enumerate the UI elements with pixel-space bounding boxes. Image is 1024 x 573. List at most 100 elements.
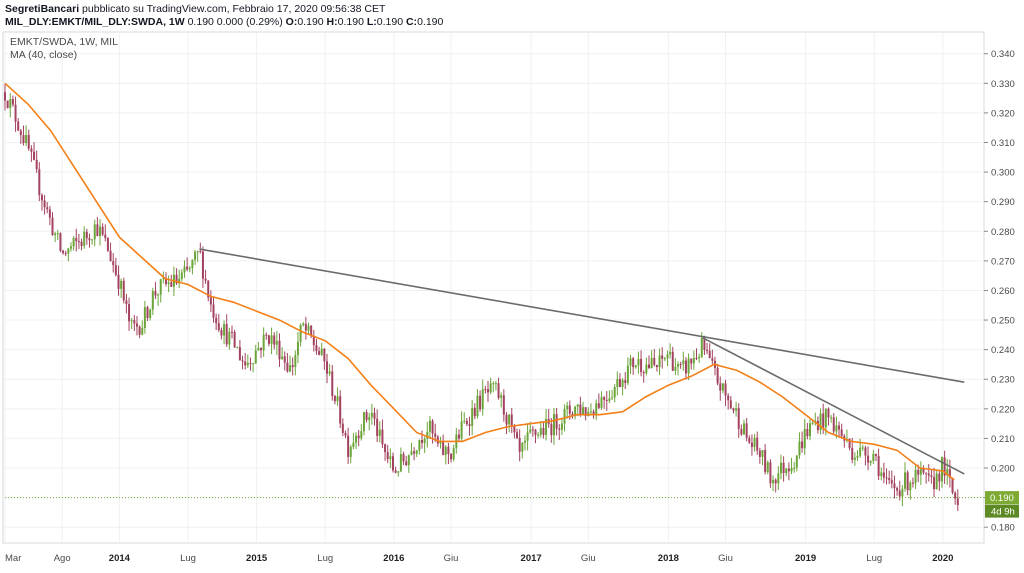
candle-body [220, 330, 223, 336]
candle-body [566, 405, 569, 410]
candle-body [560, 423, 563, 430]
candle-body [473, 407, 476, 417]
candle-body [914, 469, 917, 484]
ma-line [4, 82, 955, 481]
candle-body [946, 469, 949, 476]
candle-body [228, 331, 231, 345]
candle-body [808, 423, 811, 437]
candle-body [191, 259, 194, 269]
candle-body [397, 471, 400, 473]
candle-body [410, 451, 413, 456]
candle-body [275, 340, 278, 345]
candle-body [874, 454, 877, 456]
candle-body [677, 363, 680, 367]
candle-body [426, 431, 429, 439]
candle-body [769, 462, 772, 484]
trendline[interactable] [199, 248, 965, 383]
candle-body [582, 407, 585, 415]
candle-body [764, 449, 767, 473]
candle-body [861, 447, 864, 449]
open-value: 0.190 [297, 16, 324, 28]
candle-body [88, 238, 91, 241]
candle-body [940, 457, 943, 482]
candle-body [85, 231, 88, 239]
candle-body [919, 468, 922, 475]
candle-body [819, 413, 822, 431]
candle-body [629, 358, 632, 366]
candle-body [143, 307, 146, 328]
series-legend: EMKT/SWDA, 1W, MIL [10, 36, 118, 48]
candle-body [661, 355, 664, 359]
candle-body [154, 291, 157, 296]
candle-body [782, 462, 785, 474]
candle-body [6, 100, 9, 108]
candle-body [278, 340, 281, 360]
candle-body [579, 404, 582, 415]
candle-body [130, 320, 133, 322]
candle-body [407, 455, 410, 466]
candle-body [178, 278, 181, 284]
candle-body [48, 209, 51, 218]
candle-body [83, 231, 86, 246]
candle-body [22, 135, 25, 144]
candle-body [621, 379, 624, 387]
candle-body [497, 383, 500, 398]
candle-body [141, 327, 144, 335]
candle-body [96, 224, 99, 236]
candle-body [674, 366, 677, 371]
candle-body [856, 455, 859, 458]
candle-body [64, 253, 67, 255]
candle-body [574, 406, 577, 416]
candle-body [35, 159, 38, 170]
candle-body [302, 323, 305, 326]
candle-body [19, 130, 22, 136]
candle-body [801, 441, 804, 449]
candle-body [938, 473, 941, 482]
candle-body [534, 429, 537, 435]
candle-body [188, 268, 191, 270]
candle-body [151, 291, 154, 310]
candle-body [851, 447, 854, 460]
x-tick-label: Ago [54, 553, 71, 564]
candle-body [558, 428, 561, 430]
candle-body [289, 365, 292, 372]
candle-body [518, 437, 521, 452]
candle-body [122, 280, 125, 301]
x-tick-label: 2019 [795, 553, 816, 564]
candle-body [898, 490, 901, 497]
open-label: O: [285, 16, 298, 28]
candle-body [589, 411, 592, 413]
candle-body [418, 439, 421, 451]
candle-body [603, 397, 606, 400]
candle-body [872, 454, 875, 461]
candle-body [386, 452, 389, 460]
candle-body [634, 365, 637, 368]
candle-body [471, 407, 474, 426]
candle-body [727, 395, 730, 401]
candle-body [270, 335, 273, 344]
x-tick-label: Lug [317, 553, 333, 564]
timer-badge [985, 504, 1019, 518]
candle-body [212, 304, 215, 318]
y-tick-label: 0.260 [991, 286, 1015, 297]
candle-body [753, 437, 756, 448]
candle-body [365, 412, 368, 421]
candle-body [241, 360, 244, 362]
candle-body [331, 371, 334, 397]
candle-body [948, 469, 951, 478]
candle-body [368, 417, 371, 421]
candle-body [911, 482, 914, 484]
trendlines[interactable] [199, 248, 965, 475]
candle-body [624, 379, 627, 383]
candle-body [230, 331, 233, 333]
candle-body [655, 364, 658, 368]
candle-body [925, 472, 928, 474]
candle-body [896, 488, 899, 491]
candle-body [344, 432, 347, 436]
candle-body [254, 350, 257, 364]
candle-body [605, 399, 608, 401]
trendline[interactable] [702, 337, 965, 475]
candle-body [745, 423, 748, 438]
candle-body [14, 104, 17, 122]
